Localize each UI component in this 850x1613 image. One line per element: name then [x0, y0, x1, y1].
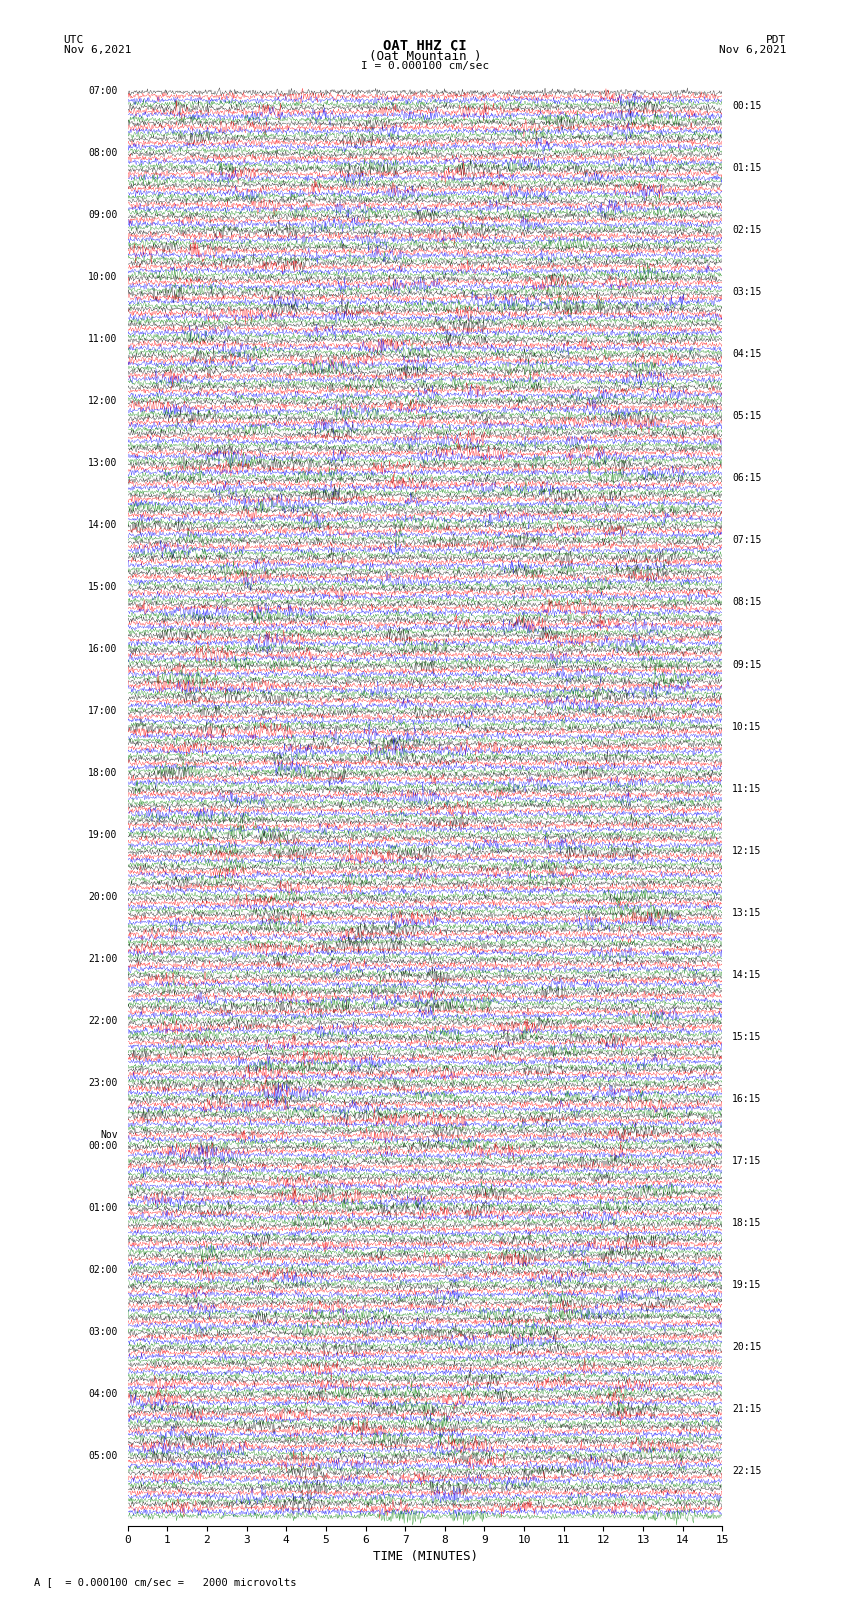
- Text: 22:15: 22:15: [733, 1466, 762, 1476]
- Text: 15:00: 15:00: [88, 582, 117, 592]
- Text: 20:00: 20:00: [88, 892, 117, 902]
- Text: 03:00: 03:00: [88, 1326, 117, 1337]
- Text: 01:15: 01:15: [733, 163, 762, 173]
- Text: 14:00: 14:00: [88, 519, 117, 531]
- Text: 18:15: 18:15: [733, 1218, 762, 1227]
- Text: 17:15: 17:15: [733, 1157, 762, 1166]
- Text: 14:15: 14:15: [733, 969, 762, 979]
- Text: 23:00: 23:00: [88, 1079, 117, 1089]
- Text: 00:00: 00:00: [88, 1140, 117, 1150]
- Text: 11:00: 11:00: [88, 334, 117, 344]
- Text: 15:15: 15:15: [733, 1032, 762, 1042]
- Text: 13:15: 13:15: [733, 908, 762, 918]
- Text: 12:15: 12:15: [733, 845, 762, 857]
- Text: 02:15: 02:15: [733, 226, 762, 235]
- X-axis label: TIME (MINUTES): TIME (MINUTES): [372, 1550, 478, 1563]
- Text: 07:15: 07:15: [733, 536, 762, 545]
- Text: 06:15: 06:15: [733, 473, 762, 484]
- Text: 08:00: 08:00: [88, 147, 117, 158]
- Text: 21:15: 21:15: [733, 1405, 762, 1415]
- Text: 05:00: 05:00: [88, 1450, 117, 1461]
- Text: I = 0.000100 cm/sec: I = 0.000100 cm/sec: [361, 61, 489, 71]
- Text: 16:00: 16:00: [88, 644, 117, 653]
- Text: 17:00: 17:00: [88, 706, 117, 716]
- Text: 02:00: 02:00: [88, 1265, 117, 1274]
- Text: 18:00: 18:00: [88, 768, 117, 777]
- Text: 03:15: 03:15: [733, 287, 762, 297]
- Text: 09:15: 09:15: [733, 660, 762, 669]
- Text: A [  = 0.000100 cm/sec =   2000 microvolts: A [ = 0.000100 cm/sec = 2000 microvolts: [34, 1578, 297, 1587]
- Text: Nov 6,2021: Nov 6,2021: [64, 45, 131, 55]
- Text: 21:00: 21:00: [88, 955, 117, 965]
- Text: PDT: PDT: [766, 35, 786, 45]
- Text: 07:00: 07:00: [88, 85, 117, 95]
- Text: 19:00: 19:00: [88, 831, 117, 840]
- Text: 13:00: 13:00: [88, 458, 117, 468]
- Text: 10:15: 10:15: [733, 721, 762, 732]
- Text: 22:00: 22:00: [88, 1016, 117, 1026]
- Text: 19:15: 19:15: [733, 1281, 762, 1290]
- Text: Nov: Nov: [100, 1131, 117, 1140]
- Text: Nov 6,2021: Nov 6,2021: [719, 45, 786, 55]
- Text: (Oat Mountain ): (Oat Mountain ): [369, 50, 481, 63]
- Text: 12:00: 12:00: [88, 395, 117, 406]
- Text: 04:00: 04:00: [88, 1389, 117, 1398]
- Text: 20:15: 20:15: [733, 1342, 762, 1352]
- Text: 10:00: 10:00: [88, 271, 117, 282]
- Text: 08:15: 08:15: [733, 597, 762, 608]
- Text: OAT HHZ CI: OAT HHZ CI: [383, 39, 467, 53]
- Text: 11:15: 11:15: [733, 784, 762, 794]
- Text: 16:15: 16:15: [733, 1094, 762, 1103]
- Text: UTC: UTC: [64, 35, 84, 45]
- Text: 09:00: 09:00: [88, 210, 117, 219]
- Text: 01:00: 01:00: [88, 1203, 117, 1213]
- Text: 00:15: 00:15: [733, 102, 762, 111]
- Text: 05:15: 05:15: [733, 411, 762, 421]
- Text: 04:15: 04:15: [733, 350, 762, 360]
